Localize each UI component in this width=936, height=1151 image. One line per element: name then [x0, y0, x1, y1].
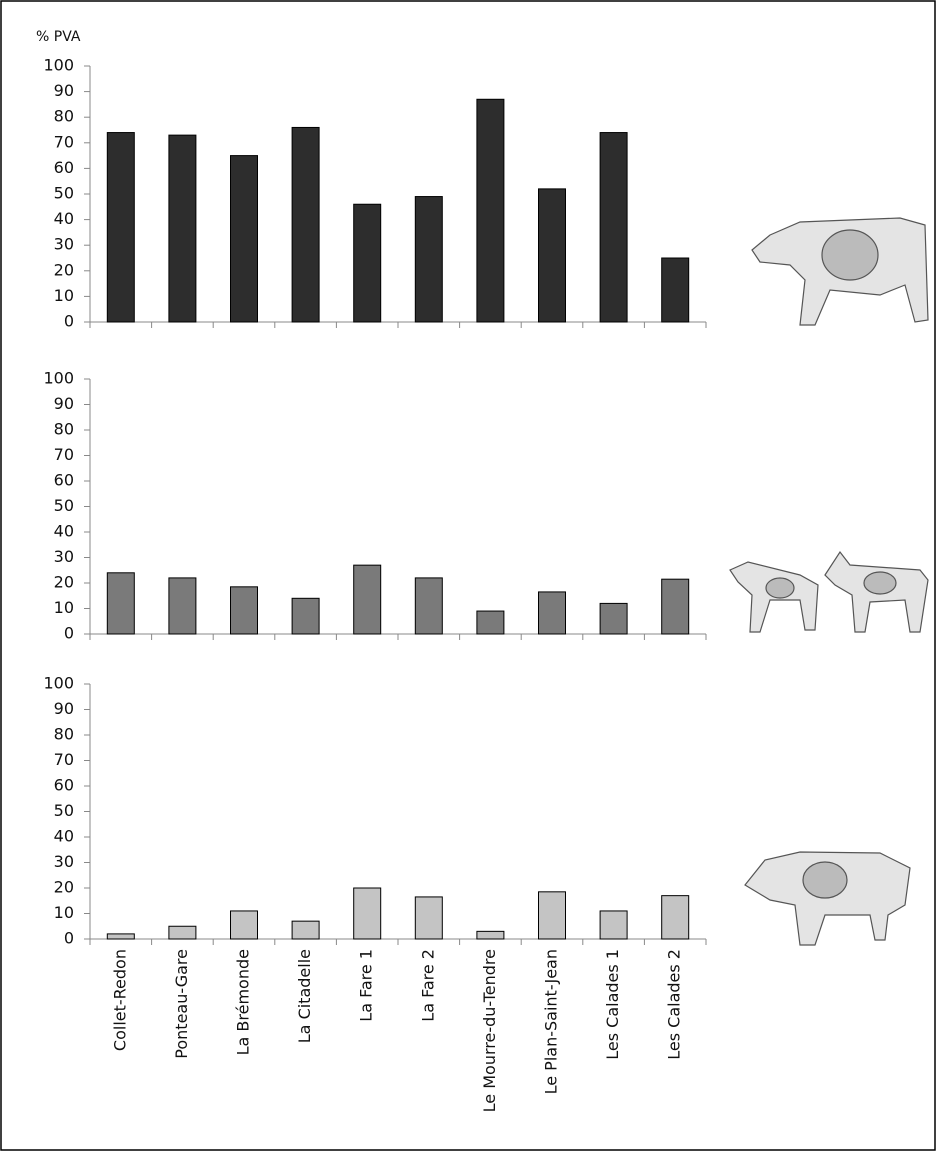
x-tick-label: Le Plan-Saint-Jean [542, 949, 561, 1094]
bar [661, 257, 690, 323]
bar [414, 196, 443, 323]
bar [538, 891, 566, 940]
x-tick-label: Ponteau-Gare [172, 949, 191, 1059]
y-tick-label: 20 [54, 260, 74, 279]
y-tick-label: 90 [54, 81, 74, 100]
y-tick-label: 0 [64, 312, 74, 331]
y-tick-label: 0 [64, 929, 74, 948]
bar [538, 188, 566, 323]
bar [661, 895, 690, 940]
bar [106, 132, 135, 323]
x-tick-label: Le Mourre-du-Tendre [480, 949, 499, 1112]
y-tick-label: 50 [54, 184, 74, 203]
y-tick-label: 40 [54, 827, 74, 846]
x-tick-label: La Fare 2 [418, 949, 437, 1022]
y-tick-label: 10 [54, 598, 74, 617]
bar [353, 887, 382, 940]
y-tick-label: 60 [54, 471, 74, 490]
bar [414, 896, 443, 940]
illustrations [729, 217, 929, 946]
bar [106, 933, 135, 940]
pig-illustration [744, 851, 911, 946]
bar [661, 578, 690, 635]
goat-illustrations [729, 550, 929, 633]
cow-illustration [751, 217, 929, 326]
x-tick-label: La Citadelle [295, 949, 314, 1043]
y-tick-label: 100 [43, 56, 74, 75]
y-tick-label: 100 [43, 674, 74, 693]
bar [476, 98, 505, 323]
y-tick-label: 60 [54, 776, 74, 795]
y-tick-label: 80 [54, 420, 74, 439]
y-tick-label: 40 [54, 522, 74, 541]
y-tick-label: 50 [54, 496, 74, 515]
bar [230, 586, 258, 635]
y-tick-label: 90 [54, 699, 74, 718]
y-tick-label: 60 [54, 158, 74, 177]
bar [353, 564, 382, 635]
y-tick-label: 0 [64, 624, 74, 643]
bar [599, 602, 628, 635]
y-tick-label: 20 [54, 573, 74, 592]
y-tick-label: 70 [54, 132, 74, 151]
bar [230, 910, 258, 940]
bar [599, 132, 628, 323]
bar [168, 134, 197, 323]
y-tick-label: 10 [54, 903, 74, 922]
bar [599, 910, 628, 940]
y-axis-label: % PVA [36, 29, 81, 45]
y-tick-label: 90 [54, 394, 74, 413]
y-tick-label: 80 [54, 725, 74, 744]
x-tick-label: La Fare 1 [357, 949, 376, 1022]
y-tick-label: 30 [54, 547, 74, 566]
x-tick-label: La Brémonde [234, 949, 253, 1055]
y-tick-label: 100 [43, 369, 74, 388]
bar [414, 577, 443, 635]
y-tick-label: 70 [54, 445, 74, 464]
y-tick-label: 70 [54, 750, 74, 769]
x-tick-label: Les Calades 2 [665, 949, 684, 1060]
y-tick-label: 20 [54, 878, 74, 897]
bar [230, 155, 258, 323]
y-tick-label: 50 [54, 801, 74, 820]
y-tick-label: 30 [54, 235, 74, 254]
bar [291, 126, 320, 323]
bar [168, 577, 197, 635]
y-tick-label: 10 [54, 286, 74, 305]
x-tick-label: Les Calades 1 [603, 949, 622, 1060]
y-tick-label: 30 [54, 852, 74, 871]
bar [476, 610, 505, 635]
bar [476, 930, 505, 940]
bar [353, 203, 382, 323]
bar [291, 920, 320, 940]
x-tick-label: Collet-Redon [110, 949, 129, 1051]
bar [291, 597, 320, 635]
bar [168, 925, 197, 940]
y-tick-label: 80 [54, 107, 74, 126]
bar [106, 572, 135, 635]
y-tick-label: 40 [54, 209, 74, 228]
bar [538, 591, 566, 635]
